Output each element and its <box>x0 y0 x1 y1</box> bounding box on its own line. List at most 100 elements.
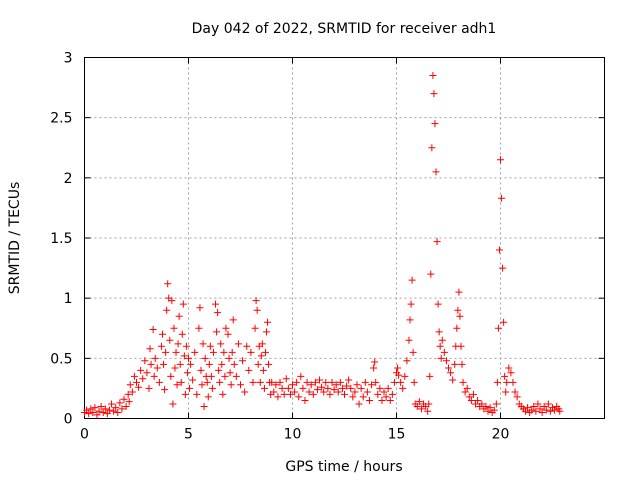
data-point <box>147 360 155 368</box>
data-point <box>178 330 186 338</box>
data-point <box>436 342 444 350</box>
data-point <box>101 405 109 413</box>
data-point <box>185 354 192 362</box>
data-point <box>133 378 140 386</box>
data-point <box>110 407 118 415</box>
data-point <box>424 407 432 415</box>
data-point <box>229 316 237 324</box>
data-point <box>365 396 373 404</box>
data-point <box>226 369 234 377</box>
data-point <box>463 384 471 392</box>
data-point <box>495 246 503 254</box>
data-point <box>218 360 226 368</box>
data-point <box>183 369 191 377</box>
data-point <box>251 324 259 332</box>
data-point <box>534 400 542 408</box>
data-point <box>399 384 407 392</box>
data-point <box>224 330 232 338</box>
data-point <box>299 384 307 392</box>
data-point <box>428 144 436 152</box>
data-point <box>103 410 111 418</box>
data-point <box>451 360 459 368</box>
data-point <box>427 270 435 278</box>
data-point <box>394 364 402 372</box>
data-point <box>284 384 292 392</box>
data-point <box>461 388 469 396</box>
data-point <box>276 378 284 386</box>
data-point <box>208 384 216 392</box>
data-point <box>363 388 371 396</box>
data-point <box>155 378 163 386</box>
data-point <box>384 384 392 392</box>
data-point <box>326 390 334 398</box>
data-point <box>214 309 222 317</box>
data-point <box>372 378 380 386</box>
data-point <box>472 400 480 408</box>
data-point <box>478 400 486 408</box>
data-point <box>282 375 290 383</box>
data-point <box>222 324 230 332</box>
data-point <box>237 381 244 389</box>
data-point <box>167 372 175 380</box>
data-point <box>168 297 176 305</box>
data-point <box>205 360 213 368</box>
data-point <box>230 360 238 368</box>
data-point <box>118 405 126 413</box>
data-point <box>467 396 475 404</box>
data-point <box>157 342 165 350</box>
data-point <box>324 384 332 392</box>
data-point <box>455 288 463 296</box>
data-point <box>336 378 344 386</box>
data-point <box>254 360 262 368</box>
data-point <box>213 328 221 336</box>
data-point <box>228 348 236 356</box>
data-point <box>126 381 134 389</box>
chart-title: Day 042 of 2022, SRMTID for receiver adh… <box>192 21 497 37</box>
data-point <box>234 340 242 348</box>
data-point <box>186 384 194 392</box>
data-point <box>544 400 552 408</box>
data-point <box>135 383 143 391</box>
y-tick-label: 3 <box>64 51 73 67</box>
data-point <box>247 348 255 356</box>
data-point <box>408 276 416 284</box>
data-point <box>503 378 511 386</box>
data-point <box>150 372 158 380</box>
data-point <box>207 372 215 380</box>
data-point <box>187 360 195 368</box>
data-point <box>425 400 433 408</box>
data-point <box>330 386 338 394</box>
data-point <box>280 390 288 398</box>
data-point <box>442 357 450 365</box>
data-point <box>434 300 442 308</box>
data-point <box>492 400 500 408</box>
data-point <box>509 378 517 386</box>
data-point <box>349 393 357 401</box>
data-point <box>328 378 336 386</box>
data-point <box>440 348 448 356</box>
data-point <box>151 354 159 362</box>
data-point <box>430 90 438 98</box>
data-point <box>258 340 266 348</box>
y-axis-label: SRMTID / TECUs <box>7 182 23 295</box>
data-point <box>347 384 355 392</box>
data-point <box>209 348 217 356</box>
data-point <box>361 378 369 386</box>
data-point <box>482 402 490 410</box>
data-point <box>376 384 384 392</box>
data-point <box>182 342 190 350</box>
data-point <box>293 378 301 386</box>
data-point <box>390 378 398 386</box>
data-point <box>270 388 278 396</box>
data-point <box>175 312 183 320</box>
data-point <box>334 388 342 396</box>
data-point <box>206 342 214 350</box>
data-point <box>301 396 309 404</box>
data-point <box>357 384 365 392</box>
data-point <box>225 354 233 362</box>
data-point <box>176 360 184 368</box>
data-point <box>219 390 227 398</box>
data-point <box>486 404 494 412</box>
y-tick-label: 2 <box>64 171 73 187</box>
data-point <box>260 384 268 392</box>
